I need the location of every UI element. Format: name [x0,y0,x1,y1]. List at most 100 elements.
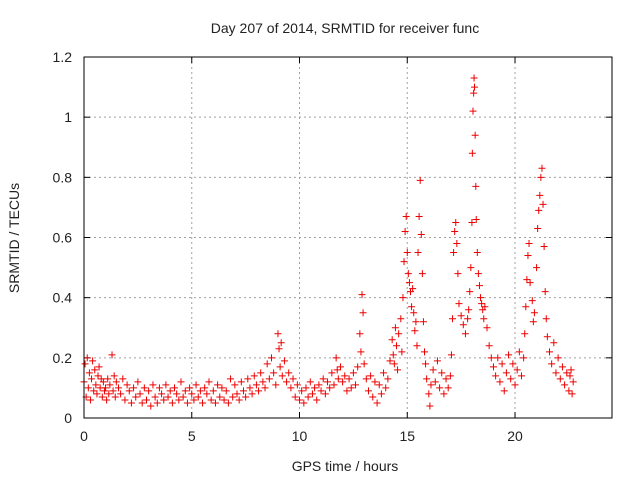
data-point [123,381,131,389]
data-point [162,381,170,389]
data-point [440,390,448,398]
data-point [201,384,209,392]
data-point [461,330,469,338]
data-point [469,107,477,115]
data-point [405,279,413,287]
data-point [177,378,185,386]
data-point [496,378,504,386]
data-point [81,360,89,368]
data-point [267,354,275,362]
data-point [255,387,263,395]
data-point [103,396,111,404]
data-point [192,381,200,389]
data-point [261,384,269,392]
data-point [298,387,306,395]
data-point [111,393,119,401]
data-point [472,215,480,223]
data-point [403,249,411,257]
data-point [568,390,576,398]
data-point [235,396,243,404]
data-point [224,399,232,407]
data-point [138,399,146,407]
data-point [468,218,476,226]
data-point [280,357,288,365]
data-point [277,339,285,347]
data-point [84,384,92,392]
data-point [214,381,222,389]
plot-area [84,57,612,418]
data-point [536,191,544,199]
y-tick-label: 0.8 [53,169,73,185]
data-point [467,264,475,272]
data-point [517,372,525,380]
data-point [454,270,462,278]
data-point [533,264,541,272]
data-point [525,240,533,248]
data-point [521,330,529,338]
data-point [134,378,142,386]
data-point [190,396,198,404]
data-point [92,381,100,389]
data-point [507,375,515,383]
data-point [328,369,336,377]
data-point [388,336,396,344]
data-point [515,348,523,356]
data-point [291,393,299,401]
data-point [332,354,340,362]
data-point [229,393,237,401]
data-point [505,351,513,359]
data-point [449,315,457,323]
data-point [418,270,426,278]
data-point [377,390,385,398]
data-point [98,393,106,401]
data-point [321,390,329,398]
data-point [529,318,537,326]
data-point [334,375,342,383]
data-point [354,363,362,371]
y-tick-label: 0.6 [53,230,73,246]
data-point [218,384,226,392]
data-point [520,354,528,362]
data-point [412,318,420,326]
data-point [222,387,230,395]
data-point [136,390,144,398]
data-point [125,387,133,395]
data-point [257,369,265,377]
data-point [171,384,179,392]
data-point [179,393,187,401]
data-point [548,360,556,368]
data-point [341,372,349,380]
data-point [86,396,94,404]
data-point [233,390,241,398]
data-point [160,396,168,404]
y-tick-label: 0.2 [53,350,73,366]
y-axis-label: SRMTID / TECUs [6,183,22,293]
data-point [513,366,521,374]
data-point [237,378,245,386]
data-point [480,315,488,323]
data-point [188,390,196,398]
data-point [419,318,427,326]
data-point [511,381,519,389]
data-point [285,369,293,377]
x-tick-label: 0 [80,428,88,444]
data-point [349,369,357,377]
data-point [149,381,157,389]
data-point [186,384,194,392]
data-point [541,288,549,296]
data-point [415,212,423,220]
data-point [336,363,344,371]
data-point [391,324,399,332]
data-point [83,354,91,362]
data-point [417,230,425,238]
data-point [530,309,538,317]
data-point [94,372,102,380]
data-point [436,384,444,392]
data-point [93,390,101,398]
y-tick-label: 1 [64,109,72,125]
data-point [380,369,388,377]
data-point [442,375,450,383]
data-point [91,366,99,374]
data-point [306,378,314,386]
data-point [481,303,489,311]
